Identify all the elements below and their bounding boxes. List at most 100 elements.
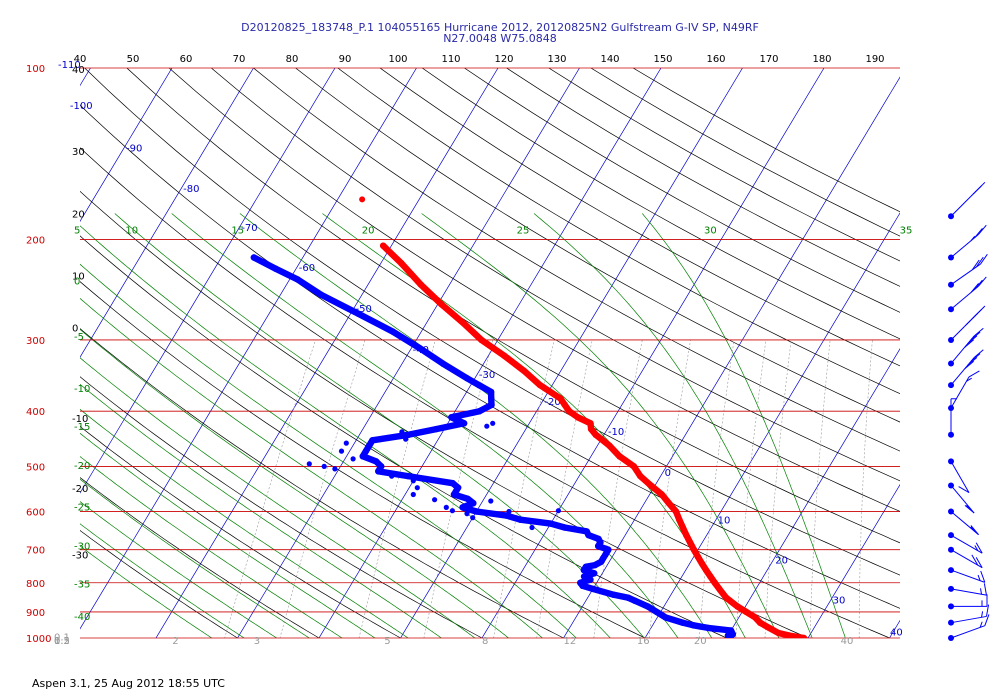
dewpoint-scatter-point (350, 456, 356, 462)
top-axis-tick-label: 40 (74, 54, 87, 65)
wind-barb-feather (981, 611, 984, 618)
top-axis-tick-label: 70 (233, 54, 246, 65)
wind-barb-feather (967, 357, 978, 366)
wind-barb-feather (964, 339, 975, 348)
moist-adiabat-line (533, 213, 813, 638)
mixing-ratio-line (358, 339, 436, 638)
wind-barb-staff (950, 233, 979, 258)
wind-barb-staff (950, 376, 970, 409)
mixing-ratio-label: 20 (694, 636, 707, 647)
pressure-tick-label: 1000 (26, 634, 51, 645)
dewpoint-scatter-point (321, 463, 327, 469)
dry-adiabat-line (337, 68, 900, 395)
wind-barb-feather (971, 554, 979, 566)
top-axis-tick-label: 90 (339, 54, 352, 65)
isotherm-line (644, 212, 900, 638)
mixing-ratio-line (858, 339, 873, 638)
top-axis-tick-label: 190 (865, 54, 884, 65)
wind-barb-feather (980, 570, 986, 583)
mixing-ratio-label: 3 (254, 636, 260, 647)
moist-adiabat-line (80, 456, 343, 638)
isotherm-label: 40 (890, 628, 903, 639)
dry-adiabat-label: 20 (72, 210, 85, 221)
dewpoint-scatter-point (403, 436, 409, 442)
mixing-ratio-line (735, 339, 767, 638)
isotherm-label: -50 (356, 304, 372, 315)
moist-adiabat-label: -5 (74, 332, 84, 343)
isotherm-label: 0 (665, 468, 671, 479)
dry-adiabat-line (126, 68, 900, 544)
isotherm-line (971, 68, 1000, 638)
top-axis-tick-label: 130 (547, 54, 566, 65)
moist-adiabat-label: 25 (517, 225, 530, 236)
dry-adiabat-line (80, 235, 728, 638)
mixing-ratio-line (493, 339, 555, 638)
wind-barb-feather (978, 276, 987, 287)
wind-barb-feather (973, 349, 984, 358)
moist-adiabat-label: 20 (362, 225, 375, 236)
wind-barbs (948, 181, 990, 641)
pressure-tick-label: 300 (26, 336, 45, 347)
chart-title: D20120825_183748_P.1 104055165 Hurricane… (241, 21, 759, 34)
dry-adiabat-label: 10 (72, 272, 85, 283)
mixing-ratio-label: 0.1 (54, 632, 70, 643)
mixing-ratio-label: 0.2 (54, 636, 70, 647)
mixing-ratio-line (648, 339, 691, 638)
moist-adiabat-label: 0 (74, 277, 80, 288)
wind-barb-staff (950, 569, 985, 583)
wind-barb-feather (967, 335, 978, 345)
wind-barb-feather (975, 542, 983, 554)
dewpoint-scatter-point (410, 478, 416, 484)
isotherm-label: 10 (718, 516, 731, 527)
moist-adiabat-label: -20 (74, 461, 90, 472)
isotherm-line (155, 68, 499, 638)
dry-adiabat-label: -20 (72, 484, 88, 495)
dewpoint-scatter-point (484, 423, 490, 429)
wind-barb-feather (974, 228, 983, 238)
isotherm-line (237, 68, 580, 638)
isotherm-label: -100 (70, 101, 93, 112)
top-axis-tick-label: 140 (600, 54, 619, 65)
mixing-ratio-label: 1 (54, 636, 60, 647)
moist-adiabat-line (80, 263, 577, 638)
isotherm-line (80, 68, 336, 494)
isotherm-line (80, 68, 254, 358)
dry-adiabat-line (632, 68, 900, 213)
top-axis-tick-label: 50 (127, 54, 140, 65)
wind-barb-feather (964, 504, 975, 514)
chart-subtitle: N27.0048 W75.0848 (443, 32, 557, 45)
moist-adiabat-label: -35 (74, 579, 90, 590)
dewpoint-scatter-point (449, 508, 455, 514)
wind-barb-feather (970, 525, 979, 536)
moist-adiabat-line (80, 523, 245, 638)
isotherm-line (807, 483, 900, 638)
dry-adiabat-label: -10 (72, 414, 88, 425)
dewpoint-scatter-point (343, 440, 349, 446)
isotherm-label: -90 (126, 143, 142, 154)
top-axis-tick-label: 60 (180, 54, 193, 65)
wind-barb-feather (966, 377, 972, 382)
moist-adiabat-line (80, 383, 443, 638)
dry-adiabat-label: -30 (72, 550, 88, 561)
moist-adiabat-line (80, 432, 376, 638)
isotherm-line (726, 348, 900, 638)
dry-adiabat-line (295, 68, 900, 423)
moist-adiabat-label: 35 (900, 225, 913, 236)
moist-adiabat-line (322, 213, 746, 638)
moist-adiabat-label: -15 (74, 422, 90, 433)
wind-barb-feather (974, 279, 983, 290)
wind-barb-staff (950, 534, 983, 554)
temperature-point-line (380, 242, 808, 638)
dry-adiabat-line (506, 68, 900, 287)
wind-barb-feather (970, 283, 980, 293)
moist-adiabat-label: 15 (231, 225, 244, 236)
wind-barb-staff (950, 615, 987, 624)
isotherm-label: -60 (299, 263, 315, 274)
moist-adiabat-label: -40 (74, 612, 90, 623)
isotherm-label: -70 (241, 223, 257, 234)
dry-adiabat-line (211, 68, 900, 482)
wind-barb-staff (950, 335, 975, 364)
isotherm-line (481, 68, 825, 638)
wind-barb-staff (950, 588, 987, 596)
